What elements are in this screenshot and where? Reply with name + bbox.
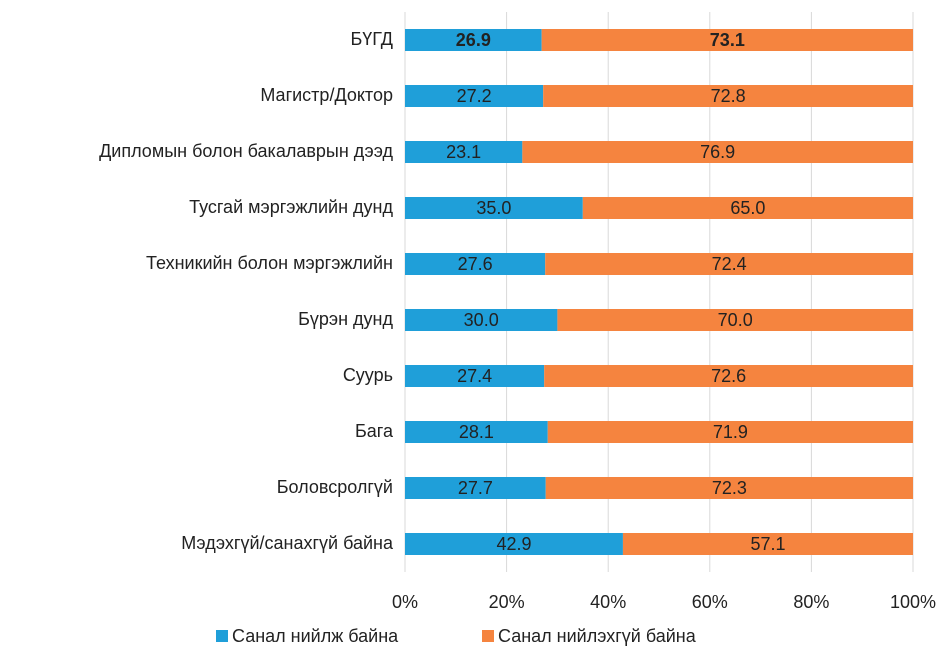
y-tick-label: Боловсролгүй — [277, 477, 393, 497]
bar-segment — [405, 477, 546, 499]
data-label: 35.0 — [476, 198, 511, 218]
data-label: 30.0 — [464, 310, 499, 330]
y-tick-label: Магистр/Доктор — [260, 85, 393, 105]
x-tick-label: 100% — [890, 592, 936, 612]
bar-segment — [544, 365, 913, 387]
y-tick-label: БҮГД — [350, 29, 393, 49]
data-label: 70.0 — [718, 310, 753, 330]
bar-segment — [405, 141, 523, 163]
bar-segment — [541, 29, 913, 51]
data-label: 57.1 — [750, 534, 785, 554]
data-label: 27.6 — [458, 254, 493, 274]
legend-swatch — [216, 630, 228, 642]
y-tick-label: Мэдэхгүй/санахгүй байна — [181, 533, 394, 553]
bar-segment — [582, 197, 913, 219]
data-label: 76.9 — [700, 142, 735, 162]
bar-segment — [405, 29, 542, 51]
legend-label: Санал нийлж байна — [232, 626, 399, 646]
bar-segment — [405, 365, 545, 387]
data-label: 26.9 — [456, 30, 491, 50]
bar-segment — [543, 85, 913, 107]
y-tick-label: Техникийн болон мэргэжлийн — [146, 253, 393, 273]
legend-label: Санал нийлэхгүй байна — [498, 626, 697, 646]
bar-segment — [522, 141, 913, 163]
y-tick-label: Тусгай мэргэжлийн дунд — [189, 197, 393, 217]
data-label: 27.7 — [458, 478, 493, 498]
y-tick-label: Дипломын болон бакалаврын дээд — [99, 141, 393, 161]
bar-segment — [405, 309, 558, 331]
x-tick-label: 80% — [793, 592, 829, 612]
bar-segment — [545, 253, 913, 275]
x-tick-label: 0% — [392, 592, 418, 612]
legend-swatch — [482, 630, 494, 642]
data-label: 27.4 — [457, 366, 492, 386]
bar-segment — [405, 421, 548, 443]
x-tick-label: 60% — [692, 592, 728, 612]
y-tick-label: Бага — [355, 421, 394, 441]
data-label: 23.1 — [446, 142, 481, 162]
bar-segment — [405, 85, 544, 107]
data-label: 28.1 — [459, 422, 494, 442]
data-label: 72.8 — [711, 86, 746, 106]
bar-segment — [405, 197, 583, 219]
data-label: 72.6 — [711, 366, 746, 386]
bar-segment — [622, 533, 913, 555]
data-label: 65.0 — [730, 198, 765, 218]
x-tick-label: 20% — [489, 592, 525, 612]
data-label: 72.4 — [712, 254, 747, 274]
data-label: 73.1 — [710, 30, 745, 50]
bar-segment — [405, 253, 546, 275]
bar-segment — [557, 309, 913, 331]
y-tick-label: Суурь — [343, 365, 393, 385]
bar-segment — [545, 477, 913, 499]
data-label: 42.9 — [496, 534, 531, 554]
data-label: 27.2 — [457, 86, 492, 106]
bar-segment — [547, 421, 913, 443]
data-label: 71.9 — [713, 422, 748, 442]
data-label: 72.3 — [712, 478, 747, 498]
y-tick-label: Бүрэн дунд — [298, 309, 393, 329]
x-tick-label: 40% — [590, 592, 626, 612]
bar-segment — [405, 533, 623, 555]
